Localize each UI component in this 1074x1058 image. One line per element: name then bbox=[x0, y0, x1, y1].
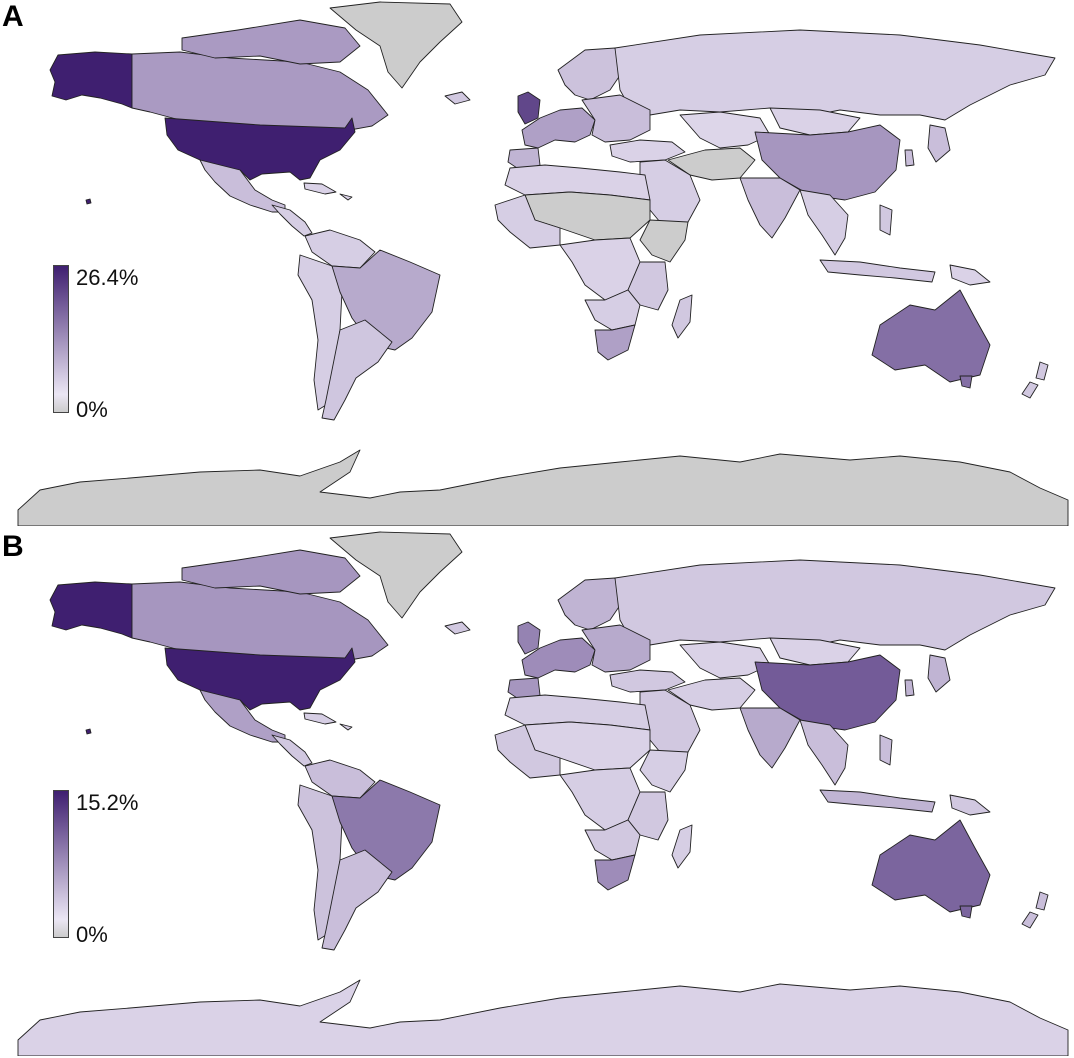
region-iran-afghan bbox=[667, 677, 756, 711]
region-horn-africa bbox=[639, 219, 689, 263]
region-indonesia bbox=[819, 259, 936, 283]
region-alaska bbox=[49, 581, 133, 639]
panel-a: A 26.4% 0% bbox=[0, 0, 1074, 526]
legend-max-label: 26.4% bbox=[76, 265, 139, 290]
region-scandinavia bbox=[557, 47, 626, 101]
region-philippines bbox=[879, 734, 893, 766]
world-map bbox=[17, 531, 1069, 1056]
region-western-europe bbox=[521, 637, 596, 679]
region-antarctica bbox=[17, 449, 1069, 526]
region-china bbox=[754, 654, 901, 731]
region-korea-japan bbox=[904, 124, 951, 167]
region-india bbox=[739, 177, 801, 239]
region-china bbox=[754, 124, 901, 201]
region-central-america bbox=[271, 204, 313, 237]
region-caribbean bbox=[303, 712, 353, 731]
region-tasmania bbox=[959, 375, 973, 389]
region-caribbean bbox=[303, 182, 353, 201]
region-eastern-europe bbox=[581, 624, 651, 673]
region-greenland bbox=[329, 531, 463, 619]
region-mongolia bbox=[769, 107, 861, 136]
region-new-zealand bbox=[1021, 891, 1049, 929]
region-turkey-caucasus bbox=[609, 139, 686, 163]
region-iceland bbox=[444, 91, 471, 105]
region-madagascar bbox=[671, 294, 693, 339]
region-central-asia bbox=[679, 111, 771, 149]
region-iceland bbox=[444, 621, 471, 635]
region-mainland-se-asia bbox=[799, 719, 849, 786]
region-southern-africa bbox=[584, 289, 641, 331]
region-eastern-europe bbox=[581, 94, 651, 143]
region-southern-cone bbox=[321, 319, 393, 421]
region-central-america bbox=[271, 734, 313, 767]
region-antarctica bbox=[17, 979, 1069, 1056]
region-tasmania bbox=[959, 905, 973, 919]
region-australia bbox=[871, 289, 991, 383]
region-horn-africa bbox=[639, 749, 689, 793]
region-hawaii bbox=[85, 198, 92, 205]
region-iran-afghan bbox=[667, 147, 756, 181]
region-colombia-venezuela bbox=[304, 759, 376, 799]
legend-color-bar bbox=[53, 790, 69, 938]
region-russia bbox=[614, 29, 1056, 121]
region-hawaii bbox=[85, 728, 92, 735]
region-usa bbox=[164, 647, 356, 711]
region-arctic-islands bbox=[181, 549, 361, 595]
region-south-africa bbox=[594, 854, 636, 891]
region-indonesia bbox=[819, 789, 936, 813]
region-india bbox=[739, 707, 801, 769]
region-southern-cone bbox=[321, 849, 393, 951]
panel-b: B 15.2% 0% bbox=[0, 530, 1074, 1056]
region-southern-africa bbox=[584, 819, 641, 861]
region-madagascar bbox=[671, 824, 693, 869]
region-new-zealand bbox=[1021, 361, 1049, 399]
region-scandinavia bbox=[557, 577, 626, 631]
region-usa bbox=[164, 117, 356, 181]
region-uk-ireland bbox=[517, 621, 541, 655]
region-mainland-se-asia bbox=[799, 189, 849, 256]
region-russia bbox=[614, 559, 1056, 651]
region-mongolia bbox=[769, 637, 861, 666]
legend-max-label: 15.2% bbox=[76, 790, 139, 815]
world-map bbox=[17, 1, 1069, 526]
region-korea-japan bbox=[904, 654, 951, 697]
region-arctic-islands bbox=[181, 19, 361, 65]
region-png bbox=[949, 264, 991, 286]
region-turkey-caucasus bbox=[609, 669, 686, 693]
legend-min-label: 0% bbox=[76, 922, 108, 947]
region-canada bbox=[131, 51, 389, 131]
panel-letter: B bbox=[2, 530, 24, 563]
region-philippines bbox=[879, 204, 893, 236]
region-central-asia bbox=[679, 641, 771, 679]
region-western-europe bbox=[521, 107, 596, 149]
region-greenland bbox=[329, 1, 463, 89]
region-colombia-venezuela bbox=[304, 229, 376, 269]
legend-min-label: 0% bbox=[76, 397, 108, 422]
region-uk-ireland bbox=[517, 91, 541, 125]
region-australia bbox=[871, 819, 991, 913]
region-png bbox=[949, 794, 991, 816]
region-south-africa bbox=[594, 324, 636, 361]
region-canada bbox=[131, 581, 389, 661]
region-alaska bbox=[49, 51, 133, 109]
panel-letter: A bbox=[2, 0, 24, 33]
legend-color-bar bbox=[53, 265, 69, 413]
